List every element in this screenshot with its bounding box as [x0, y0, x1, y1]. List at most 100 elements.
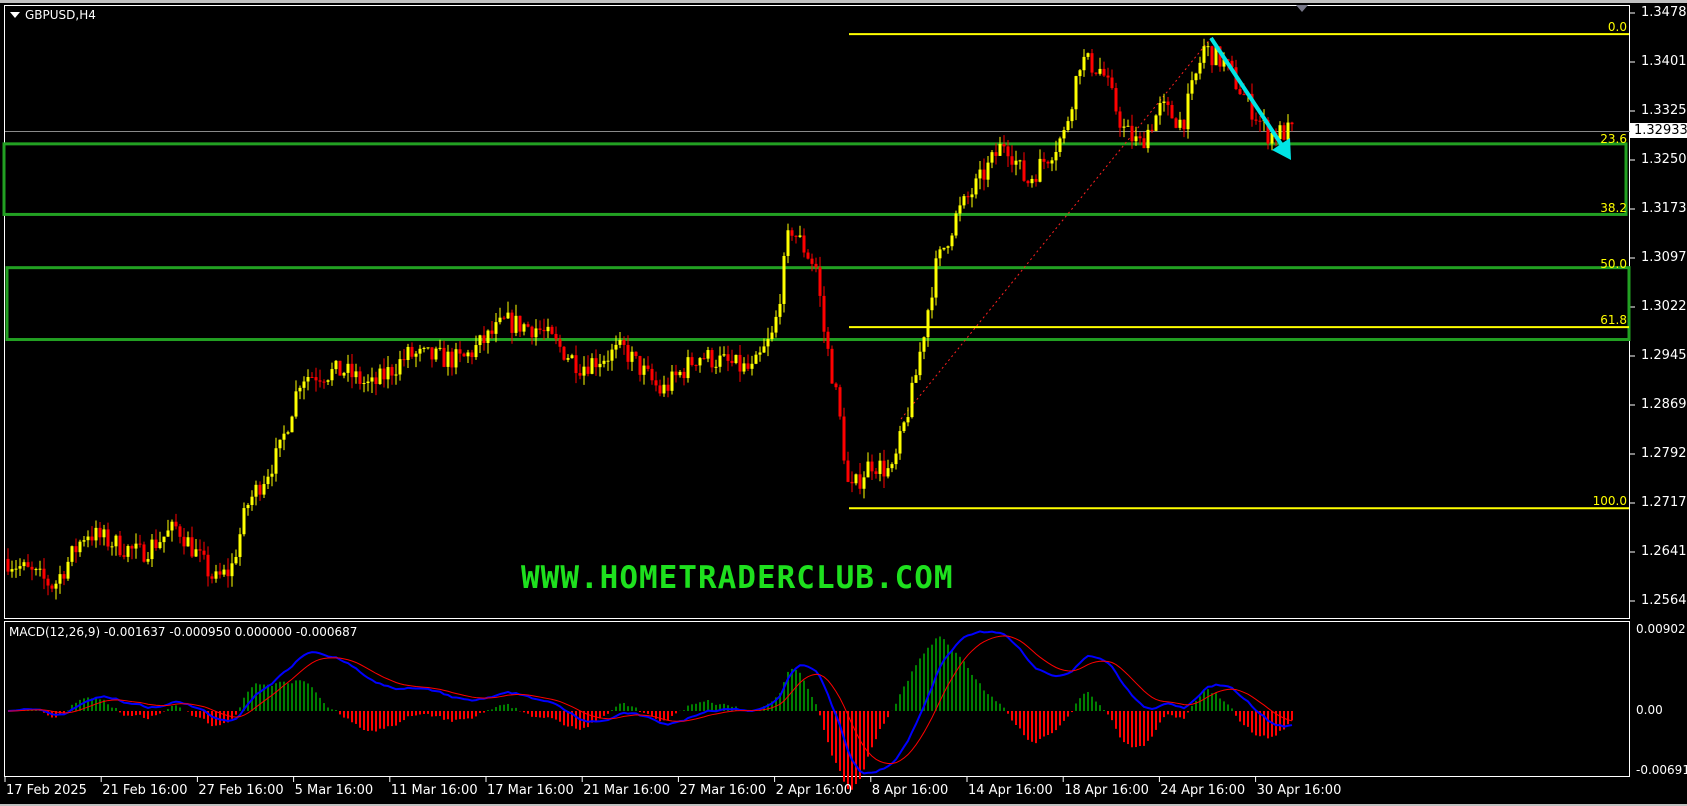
candle-body: [750, 363, 754, 369]
candle-body: [82, 540, 86, 542]
dropdown-triangle-icon[interactable]: [10, 12, 20, 18]
candle-body: [690, 357, 694, 366]
candle: [298, 385, 302, 400]
candle-body: [46, 578, 50, 586]
candle-body: [562, 346, 566, 360]
candle: [74, 538, 78, 563]
candle-body: [370, 377, 374, 382]
candle-body: [862, 477, 866, 489]
candle-body: [422, 347, 426, 349]
candle: [426, 347, 430, 350]
candle: [1194, 72, 1198, 85]
candle-body: [866, 461, 870, 478]
candle-body: [26, 562, 30, 567]
candle: [1002, 135, 1006, 153]
candle-body: [986, 162, 990, 180]
chart-title[interactable]: GBPUSD,H4: [10, 8, 96, 22]
candle-body: [790, 230, 794, 236]
candle-body: [578, 373, 582, 376]
time-tick-label: 14 Apr 16:00: [968, 783, 1053, 798]
candle-body: [298, 387, 302, 392]
candle-body: [438, 347, 442, 349]
candle: [878, 452, 882, 482]
candle: [174, 513, 178, 530]
candle-body: [570, 355, 574, 359]
candle-body: [1242, 94, 1246, 96]
candle-body: [1002, 143, 1006, 147]
candle: [966, 191, 970, 205]
candle: [70, 545, 74, 567]
candle-body: [1106, 75, 1110, 78]
candle: [306, 369, 310, 391]
candle: [1134, 126, 1138, 146]
candle-body: [382, 368, 386, 380]
candle: [654, 371, 658, 392]
candle: [1026, 179, 1030, 187]
candle-body: [586, 366, 590, 374]
candle-body: [258, 484, 262, 495]
candle-body: [242, 508, 246, 535]
candle-body: [906, 417, 910, 423]
candle-body: [838, 387, 842, 417]
candle-body: [914, 375, 918, 383]
candle-body: [362, 383, 366, 385]
time-tick-label: 27 Mar 16:00: [679, 783, 767, 798]
candle: [678, 370, 682, 378]
candle: [974, 173, 978, 199]
candle: [1170, 100, 1174, 119]
candle-body: [994, 152, 998, 156]
candle: [442, 340, 446, 368]
macd-indicator-panel[interactable]: [4, 621, 1630, 777]
candle: [446, 344, 450, 376]
candle: [718, 346, 722, 373]
candle: [314, 367, 318, 392]
candle-body: [346, 363, 350, 373]
candle-body: [210, 576, 214, 579]
price-tick-label: 1.34780: [1641, 5, 1687, 20]
candle-body: [902, 422, 906, 432]
candle-body: [462, 353, 466, 357]
candle-body: [378, 368, 382, 385]
candle-body: [222, 569, 226, 575]
candle: [30, 561, 34, 581]
candle: [134, 533, 138, 559]
candle: [1146, 124, 1150, 153]
candle: [986, 156, 990, 188]
candle-body: [534, 328, 538, 338]
candle: [502, 315, 506, 320]
candle-body: [1198, 62, 1202, 74]
candle-body: [274, 448, 278, 474]
candle-body: [282, 433, 286, 440]
candle-body: [1130, 125, 1134, 142]
candle: [162, 536, 166, 553]
candle: [382, 358, 386, 388]
candle: [674, 364, 678, 383]
candle: [466, 349, 470, 364]
candle-body: [394, 374, 398, 376]
candle: [274, 437, 278, 482]
candle-body: [290, 416, 294, 433]
candle: [894, 448, 898, 470]
candle: [170, 519, 174, 542]
candle-body: [822, 295, 826, 332]
shift-marker-icon[interactable]: [1296, 5, 1308, 12]
candle: [1278, 121, 1282, 141]
time-tick-label: 24 Apr 16:00: [1160, 783, 1246, 798]
time-tick-label: 2 Apr 16:00: [775, 783, 853, 798]
candle: [694, 364, 698, 371]
candle: [410, 342, 414, 359]
candle: [106, 522, 110, 551]
candle: [870, 454, 874, 480]
candle: [370, 367, 374, 393]
candle-body: [858, 474, 862, 489]
candle: [610, 343, 614, 371]
candle-body: [430, 347, 434, 360]
candle: [26, 554, 30, 568]
candle: [294, 380, 298, 419]
candle: [142, 541, 146, 563]
candle: [1098, 57, 1102, 76]
candle: [622, 336, 626, 355]
candle-body: [490, 330, 494, 334]
candle: [478, 334, 482, 354]
